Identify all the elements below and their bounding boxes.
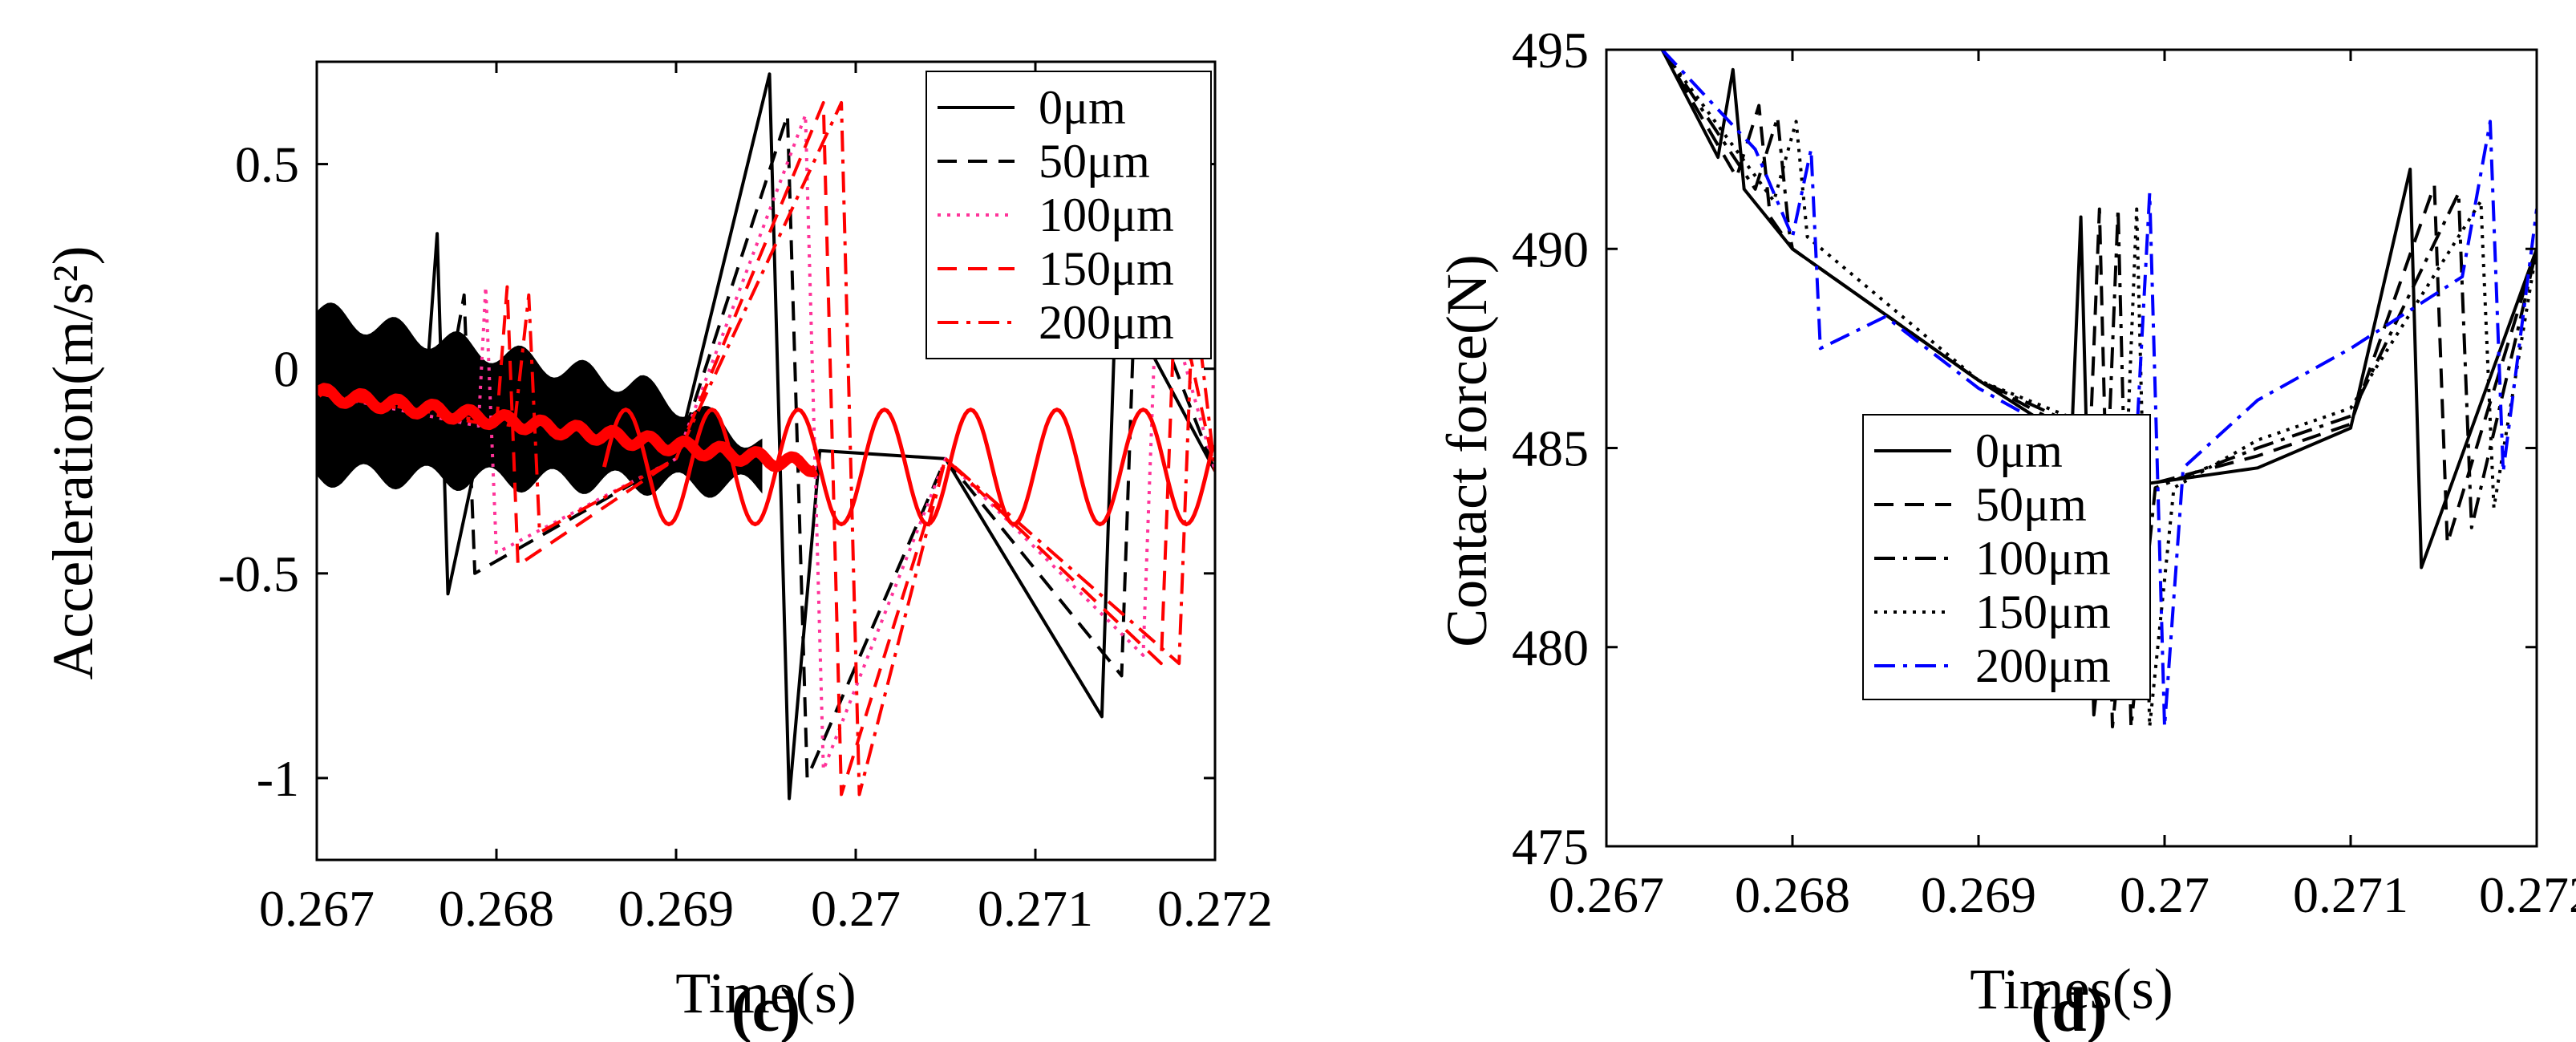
panel-label-d: (d) — [2031, 975, 2107, 1042]
series-line-3 — [317, 101, 1215, 797]
y-axis: 0.5 0 -0.5 -1 — [218, 136, 1215, 807]
y-tick-label: 475 — [1512, 818, 1589, 875]
x-tick-label: 0.269 — [1921, 866, 2036, 923]
series-line-3 — [1660, 50, 2537, 728]
y-axis-label: Acceleration(m/s²) — [41, 245, 105, 679]
contact-force-series — [1660, 50, 2537, 728]
y-tick-label: 490 — [1512, 221, 1589, 278]
legend-label-2: 100μm — [1039, 189, 1174, 241]
y-axis: 495 490 485 480 475 — [1512, 22, 2537, 875]
y-tick-label: -0.5 — [218, 545, 299, 602]
y-tick-label: 480 — [1512, 619, 1589, 676]
series-line-0 — [1660, 50, 2537, 717]
y-tick-label: 495 — [1512, 22, 1589, 79]
x-tick-label: 0.272 — [1157, 880, 1273, 937]
series-line-1 — [1660, 50, 2537, 728]
x-tick-label: 0.27 — [2120, 866, 2209, 923]
legend-label-1: 50μm — [1975, 478, 2087, 531]
y-tick-label: 0.5 — [235, 136, 299, 193]
y-tick-label: 485 — [1512, 420, 1589, 477]
x-axis-label: Times(s) — [1970, 957, 2173, 1021]
legend-label-0: 0μm — [1039, 81, 1126, 134]
legend-label-3: 150μm — [1975, 586, 2111, 639]
x-tick-label: 0.267 — [259, 880, 375, 937]
x-tick-label: 0.27 — [811, 880, 901, 937]
plot-frame — [315, 60, 1217, 862]
x-tick-label: 0.268 — [1735, 866, 1850, 923]
legend-box — [1862, 414, 2151, 700]
legend-label-1: 50μm — [1039, 135, 1150, 188]
series-line-0 — [317, 72, 1215, 801]
y-tick-label: 0 — [273, 341, 299, 398]
x-tick-label: 0.268 — [439, 880, 554, 937]
y-tick-label: -1 — [257, 750, 299, 807]
x-axis-label: Time(s) — [675, 961, 856, 1025]
x-tick-label: 0.271 — [978, 880, 1093, 937]
x-tick-label: 0.271 — [2293, 866, 2408, 923]
series-line-4 — [317, 101, 1215, 797]
acceleration-chart: 0.267 0.268 0.269 0.27 0.271 0.272 0.5 0 -0.5 -1… — [41, 60, 1273, 1025]
x-tick-label: 0.269 — [618, 880, 734, 937]
legend-box — [925, 71, 1212, 359]
series-line-4 — [1661, 50, 2537, 728]
acceleration-series — [317, 72, 1215, 801]
x-axis: 0.267 0.268 0.269 0.27 0.271 0.272 — [1549, 50, 2576, 923]
acceleration-oscillation — [601, 407, 1215, 527]
y-axis-label: Contact force(N) — [1435, 254, 1499, 647]
legend-label-4: 200μm — [1975, 639, 2111, 692]
x-axis: 0.267 0.268 0.269 0.27 0.271 0.272 — [259, 62, 1273, 937]
red-overlay — [317, 383, 1215, 527]
x-tick-label: 0.272 — [2479, 866, 2576, 923]
x-tick-label: 0.267 — [1549, 866, 1664, 923]
panel-label-c: (c) — [731, 975, 801, 1042]
legend-label-3: 150μm — [1039, 242, 1174, 295]
legend-label-4: 200μm — [1039, 296, 1174, 349]
legend-label-2: 100μm — [1975, 532, 2111, 585]
legend-label-0: 0μm — [1975, 424, 2063, 477]
